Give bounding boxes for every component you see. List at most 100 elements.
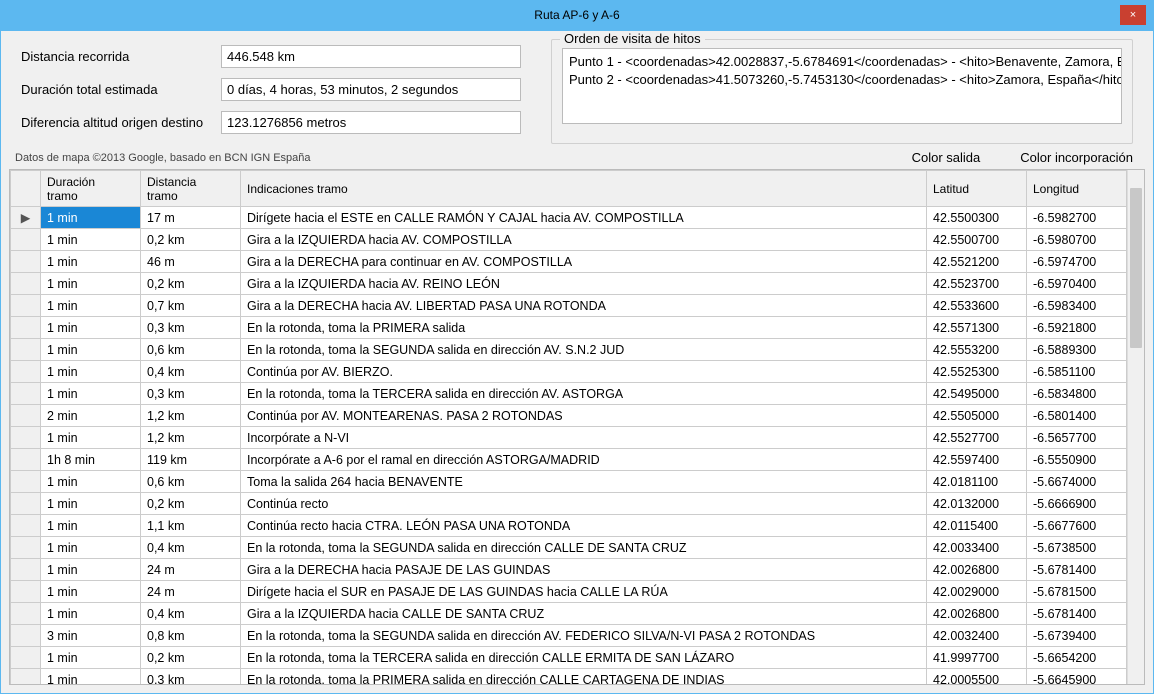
- cell-ind[interactable]: Continúa recto: [241, 493, 927, 515]
- table-row[interactable]: 1 min0,4 kmContinúa por AV. BIERZO.42.55…: [11, 361, 1127, 383]
- cell-ind[interactable]: Continúa recto hacia CTRA. LEÓN PASA UNA…: [241, 515, 927, 537]
- cell-dur[interactable]: 1 min: [41, 471, 141, 493]
- cell-lat[interactable]: 42.0029000: [927, 581, 1027, 603]
- titlebar[interactable]: Ruta AP-6 y A-6 ×: [0, 0, 1154, 30]
- cell-dist[interactable]: 0,4 km: [141, 603, 241, 625]
- cell-lon[interactable]: -6.5970400: [1027, 273, 1127, 295]
- close-button[interactable]: ×: [1120, 5, 1146, 25]
- cell-ind[interactable]: Toma la salida 264 hacia BENAVENTE: [241, 471, 927, 493]
- table-row[interactable]: 1 min0,6 kmEn la rotonda, toma la SEGUND…: [11, 339, 1127, 361]
- cell-lat[interactable]: 42.0033400: [927, 537, 1027, 559]
- cell-lat[interactable]: 42.5500700: [927, 229, 1027, 251]
- table-row[interactable]: 1 min46 mGira a la DERECHA para continua…: [11, 251, 1127, 273]
- cell-dist[interactable]: 0,7 km: [141, 295, 241, 317]
- cell-lat[interactable]: 41.9997700: [927, 647, 1027, 669]
- cell-dist[interactable]: 0,8 km: [141, 625, 241, 647]
- table-row[interactable]: 2 min1,2 kmContinúa por AV. MONTEARENAS.…: [11, 405, 1127, 427]
- cell-lat[interactable]: 42.0026800: [927, 559, 1027, 581]
- cell-dur[interactable]: 1 min: [41, 383, 141, 405]
- cell-ind[interactable]: En la rotonda, toma la PRIMERA salida en…: [241, 669, 927, 685]
- cell-ind[interactable]: Gira a la DERECHA hacia PASAJE DE LAS GU…: [241, 559, 927, 581]
- cell-lon[interactable]: -5.6654200: [1027, 647, 1127, 669]
- cell-lat[interactable]: 42.5553200: [927, 339, 1027, 361]
- table-row[interactable]: 3 min0,8 kmEn la rotonda, toma la SEGUND…: [11, 625, 1127, 647]
- cell-dur[interactable]: 1 min: [41, 581, 141, 603]
- order-textarea[interactable]: [562, 48, 1122, 124]
- table-row[interactable]: 1 min1,2 kmIncorpórate a N-VI42.5527700-…: [11, 427, 1127, 449]
- cell-dur[interactable]: 1 min: [41, 537, 141, 559]
- cell-ind[interactable]: En la rotonda, toma la TERCERA salida en…: [241, 383, 927, 405]
- cell-ind[interactable]: Continúa por AV. BIERZO.: [241, 361, 927, 383]
- table-row[interactable]: 1 min0,2 kmContinúa recto42.0132000-5.66…: [11, 493, 1127, 515]
- cell-ind[interactable]: Gira a la DERECHA para continuar en AV. …: [241, 251, 927, 273]
- cell-lon[interactable]: -5.6645900: [1027, 669, 1127, 685]
- cell-lat[interactable]: 42.5533600: [927, 295, 1027, 317]
- cell-lon[interactable]: -6.5834800: [1027, 383, 1127, 405]
- table-row[interactable]: 1 min24 mDirígete hacia el SUR en PASAJE…: [11, 581, 1127, 603]
- cell-lat[interactable]: 42.5571300: [927, 317, 1027, 339]
- cell-ind[interactable]: En la rotonda, toma la SEGUNDA salida en…: [241, 625, 927, 647]
- cell-dur[interactable]: 1 min: [41, 339, 141, 361]
- cell-lon[interactable]: -5.6677600: [1027, 515, 1127, 537]
- cell-lat[interactable]: 42.0032400: [927, 625, 1027, 647]
- cell-ind[interactable]: Gira a la DERECHA hacia AV. LIBERTAD PAS…: [241, 295, 927, 317]
- cell-ind[interactable]: Incorpórate a N-VI: [241, 427, 927, 449]
- cell-lon[interactable]: -5.6781400: [1027, 559, 1127, 581]
- cell-dur[interactable]: 1h 8 min: [41, 449, 141, 471]
- cell-lat[interactable]: 42.5495000: [927, 383, 1027, 405]
- cell-lon[interactable]: -5.6674000: [1027, 471, 1127, 493]
- cell-dur[interactable]: 1 min: [41, 295, 141, 317]
- cell-dur[interactable]: 3 min: [41, 625, 141, 647]
- col-distance[interactable]: Distancia tramo: [141, 171, 241, 207]
- altitude-input[interactable]: [221, 111, 521, 134]
- cell-dur[interactable]: 1 min: [41, 427, 141, 449]
- cell-dur[interactable]: 1 min: [41, 207, 141, 229]
- cell-dist[interactable]: 46 m: [141, 251, 241, 273]
- cell-dist[interactable]: 0,4 km: [141, 361, 241, 383]
- duration-input[interactable]: [221, 78, 521, 101]
- cell-ind[interactable]: Gira a la IZQUIERDA hacia CALLE DE SANTA…: [241, 603, 927, 625]
- cell-dist[interactable]: 0,3 km: [141, 317, 241, 339]
- cell-dist[interactable]: 0,2 km: [141, 273, 241, 295]
- table-row[interactable]: 1 min0,7 kmGira a la DERECHA hacia AV. L…: [11, 295, 1127, 317]
- table-row[interactable]: 1 min0,4 kmEn la rotonda, toma la SEGUND…: [11, 537, 1127, 559]
- cell-lat[interactable]: 42.5523700: [927, 273, 1027, 295]
- cell-lat[interactable]: 42.5505000: [927, 405, 1027, 427]
- cell-lon[interactable]: -5.6738500: [1027, 537, 1127, 559]
- cell-dur[interactable]: 1 min: [41, 361, 141, 383]
- col-longitude[interactable]: Longitud: [1027, 171, 1127, 207]
- cell-lon[interactable]: -6.5983400: [1027, 295, 1127, 317]
- table-row[interactable]: 1 min1,1 kmContinúa recto hacia CTRA. LE…: [11, 515, 1127, 537]
- cell-dist[interactable]: 0,2 km: [141, 493, 241, 515]
- cell-lon[interactable]: -5.6666900: [1027, 493, 1127, 515]
- cell-dur[interactable]: 1 min: [41, 251, 141, 273]
- cell-ind[interactable]: Incorpórate a A-6 por el ramal en direcc…: [241, 449, 927, 471]
- cell-ind[interactable]: Dirígete hacia el ESTE en CALLE RAMÓN Y …: [241, 207, 927, 229]
- table-row[interactable]: 1 min0,6 kmToma la salida 264 hacia BENA…: [11, 471, 1127, 493]
- cell-lon[interactable]: -6.5980700: [1027, 229, 1127, 251]
- table-row[interactable]: 1 min0,3 kmEn la rotonda, toma la PRIMER…: [11, 669, 1127, 685]
- cell-lon[interactable]: -6.5657700: [1027, 427, 1127, 449]
- table-row[interactable]: 1 min0,2 kmGira a la IZQUIERDA hacia AV.…: [11, 273, 1127, 295]
- cell-lon[interactable]: -6.5974700: [1027, 251, 1127, 273]
- cell-lat[interactable]: 42.0132000: [927, 493, 1027, 515]
- cell-dur[interactable]: 1 min: [41, 229, 141, 251]
- table-row[interactable]: 1 min0,4 kmGira a la IZQUIERDA hacia CAL…: [11, 603, 1127, 625]
- cell-dist[interactable]: 1,2 km: [141, 427, 241, 449]
- cell-dist[interactable]: 0,6 km: [141, 471, 241, 493]
- data-grid[interactable]: Duración tramo Distancia tramo Indicacio…: [10, 170, 1127, 684]
- col-indications[interactable]: Indicaciones tramo: [241, 171, 927, 207]
- vertical-scrollbar[interactable]: [1127, 170, 1144, 684]
- cell-dur[interactable]: 1 min: [41, 317, 141, 339]
- cell-ind[interactable]: Gira a la IZQUIERDA hacia AV. COMPOSTILL…: [241, 229, 927, 251]
- cell-lat[interactable]: 42.5525300: [927, 361, 1027, 383]
- cell-ind[interactable]: Continúa por AV. MONTEARENAS. PASA 2 ROT…: [241, 405, 927, 427]
- cell-ind[interactable]: Gira a la IZQUIERDA hacia AV. REINO LEÓN: [241, 273, 927, 295]
- cell-dist[interactable]: 1,2 km: [141, 405, 241, 427]
- cell-lat[interactable]: 42.5597400: [927, 449, 1027, 471]
- cell-lon[interactable]: -6.5921800: [1027, 317, 1127, 339]
- cell-lon[interactable]: -6.5851100: [1027, 361, 1127, 383]
- table-row[interactable]: 1 min0,2 kmEn la rotonda, toma la TERCER…: [11, 647, 1127, 669]
- cell-lat[interactable]: 42.0115400: [927, 515, 1027, 537]
- cell-lon[interactable]: -6.5801400: [1027, 405, 1127, 427]
